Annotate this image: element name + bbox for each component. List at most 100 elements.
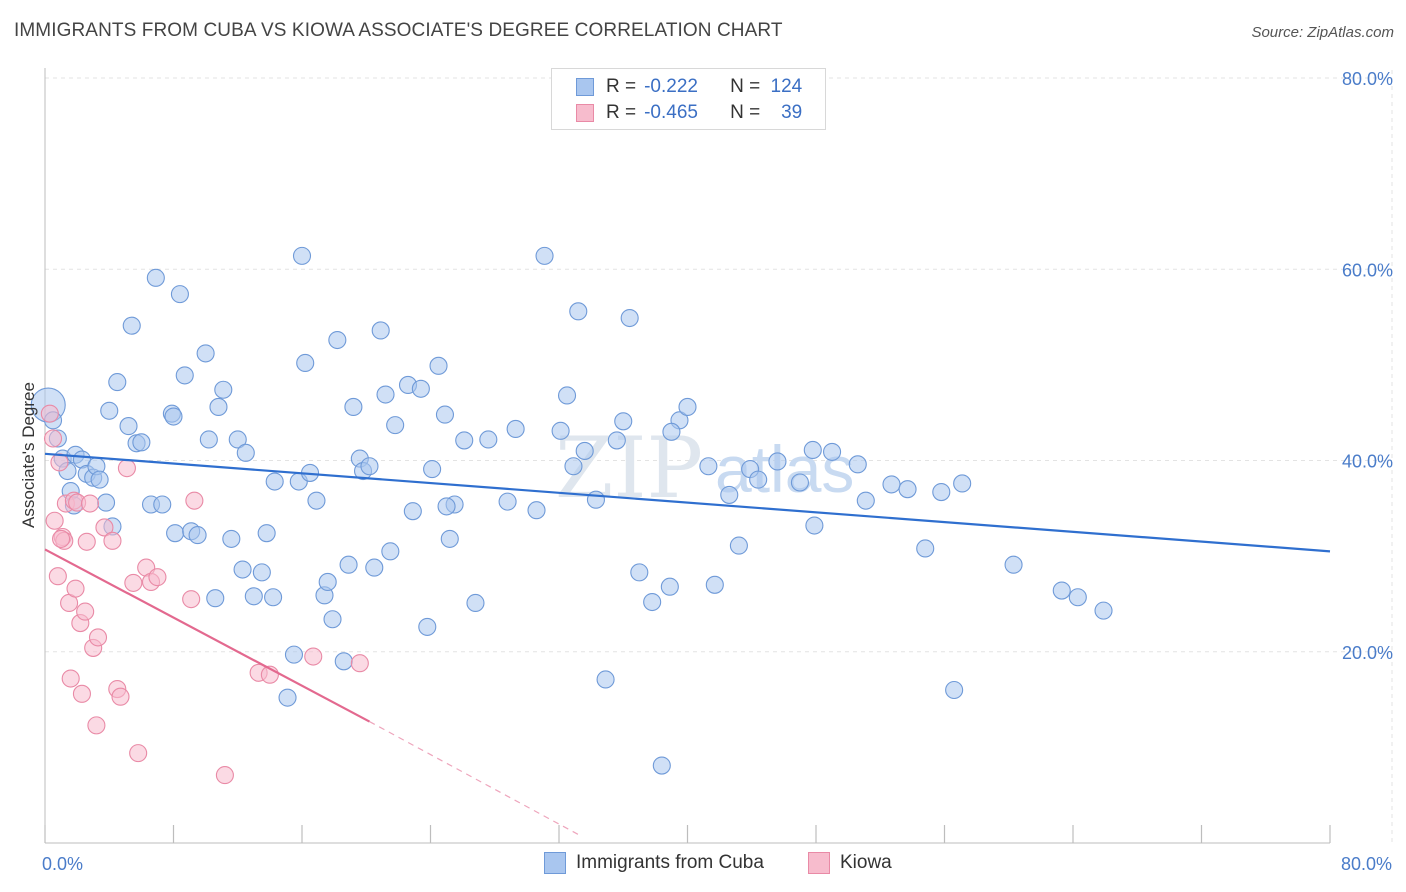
legend-n-value: 124 (770, 76, 803, 97)
bottom-swatch-kiowa (808, 852, 830, 874)
point-cuba (429, 356, 448, 375)
point-cuba (479, 430, 498, 449)
point-cuba (1094, 601, 1113, 620)
point-cuba (257, 524, 276, 543)
point-kiowa (103, 531, 122, 550)
point-cuba (620, 308, 639, 328)
y-tick-label: 60.0% (1342, 260, 1393, 280)
point-kiowa (66, 579, 85, 598)
bottom-legend-label-cuba: Immigrants from Cuba (576, 852, 764, 873)
point-cuba (166, 524, 185, 543)
legend-row-kiowa: R = -0.465 N = 39 (576, 101, 802, 125)
point-cuba (953, 474, 972, 493)
legend: R = -0.222 N = 124 R = -0.465 N = 39 (551, 68, 826, 130)
point-cuba (662, 422, 681, 441)
point-kiowa (95, 518, 114, 537)
legend-r-label: R = (606, 76, 637, 97)
point-cuba (278, 688, 297, 707)
point-cuba (790, 473, 809, 492)
point-cuba (108, 373, 127, 392)
point-cuba (749, 470, 768, 489)
point-cuba (805, 516, 824, 535)
grid (45, 70, 1393, 843)
legend-row-cuba: R = -0.222 N = 124 (576, 75, 802, 99)
point-cuba (360, 457, 379, 476)
point-cuba (264, 588, 283, 607)
point-kiowa (40, 404, 59, 423)
axes (44, 68, 1331, 844)
tick-labels: 20.0% 40.0% 60.0% 80.0% 0.0% 80.0% (42, 69, 1393, 874)
point-kiowa (182, 590, 201, 609)
point-cuba (188, 526, 207, 545)
point-kiowa (52, 529, 71, 548)
point-cuba (856, 491, 875, 510)
point-cuba (132, 433, 151, 452)
legend-n-label: N = (730, 76, 761, 97)
point-cuba (418, 617, 437, 636)
point-kiowa (124, 573, 143, 592)
point-cuba (898, 480, 917, 499)
point-cuba (403, 502, 422, 521)
point-cuba (768, 452, 787, 471)
point-cuba (307, 491, 326, 510)
point-cuba (596, 670, 615, 689)
point-cuba (1004, 555, 1023, 574)
trend-line-cuba (44, 452, 1331, 553)
point-kiowa (111, 687, 130, 706)
point-cuba (551, 421, 570, 440)
point-cuba (506, 419, 525, 438)
point-kiowa (80, 494, 100, 513)
x-tick-label: 80.0% (1341, 854, 1392, 874)
point-cuba (564, 457, 583, 476)
legend-r-value: -0.222 (644, 76, 698, 97)
point-cuba (411, 379, 430, 398)
x-tick-label: 0.0% (42, 854, 83, 874)
point-cuba (823, 442, 842, 461)
point-cuba (292, 246, 312, 265)
point-cuba (371, 321, 390, 340)
point-kiowa (148, 568, 167, 587)
point-cuba (607, 431, 626, 450)
point-cuba (466, 593, 485, 613)
y-tick-label: 80.0% (1342, 69, 1393, 89)
point-cuba (586, 490, 605, 509)
point-kiowa (185, 491, 204, 510)
point-cuba (652, 756, 671, 775)
point-cuba (122, 316, 141, 335)
point-kiowa (88, 628, 108, 647)
point-cuba (209, 397, 228, 417)
legend-swatch-cuba (576, 78, 594, 96)
bottom-legend-label-kiowa: Kiowa (840, 852, 892, 873)
point-cuba (344, 397, 363, 417)
bottom-legend-cuba: Immigrants from Cuba (544, 852, 764, 874)
point-kiowa (61, 669, 80, 688)
point-cuba (945, 680, 964, 700)
point-kiowa (87, 716, 106, 735)
trend-line-kiowa (44, 548, 370, 723)
point-cuba (440, 529, 459, 548)
point-cuba (222, 529, 241, 548)
point-cuba (318, 572, 337, 591)
point-cuba (381, 542, 400, 561)
point-kiowa (43, 429, 63, 448)
point-kiowa (215, 766, 234, 785)
point-cuba (455, 431, 474, 450)
point-cuba (100, 401, 119, 420)
point-kiowa (76, 602, 95, 621)
point-cuba (803, 440, 822, 460)
point-cuba (643, 592, 662, 612)
point-cuba (206, 589, 225, 608)
point-cuba (170, 285, 189, 304)
point-kiowa (350, 654, 369, 673)
point-cuba (146, 268, 165, 287)
trend-layer (44, 452, 1331, 836)
points-layer (30, 246, 1113, 785)
legend-r-value: -0.465 (644, 102, 698, 123)
point-cuba (386, 416, 405, 435)
point-cuba (228, 430, 247, 449)
point-cuba (164, 407, 183, 426)
point-cuba (339, 555, 358, 574)
point-cuba (614, 412, 633, 431)
point-cuba (1052, 581, 1071, 600)
point-kiowa (48, 567, 67, 586)
